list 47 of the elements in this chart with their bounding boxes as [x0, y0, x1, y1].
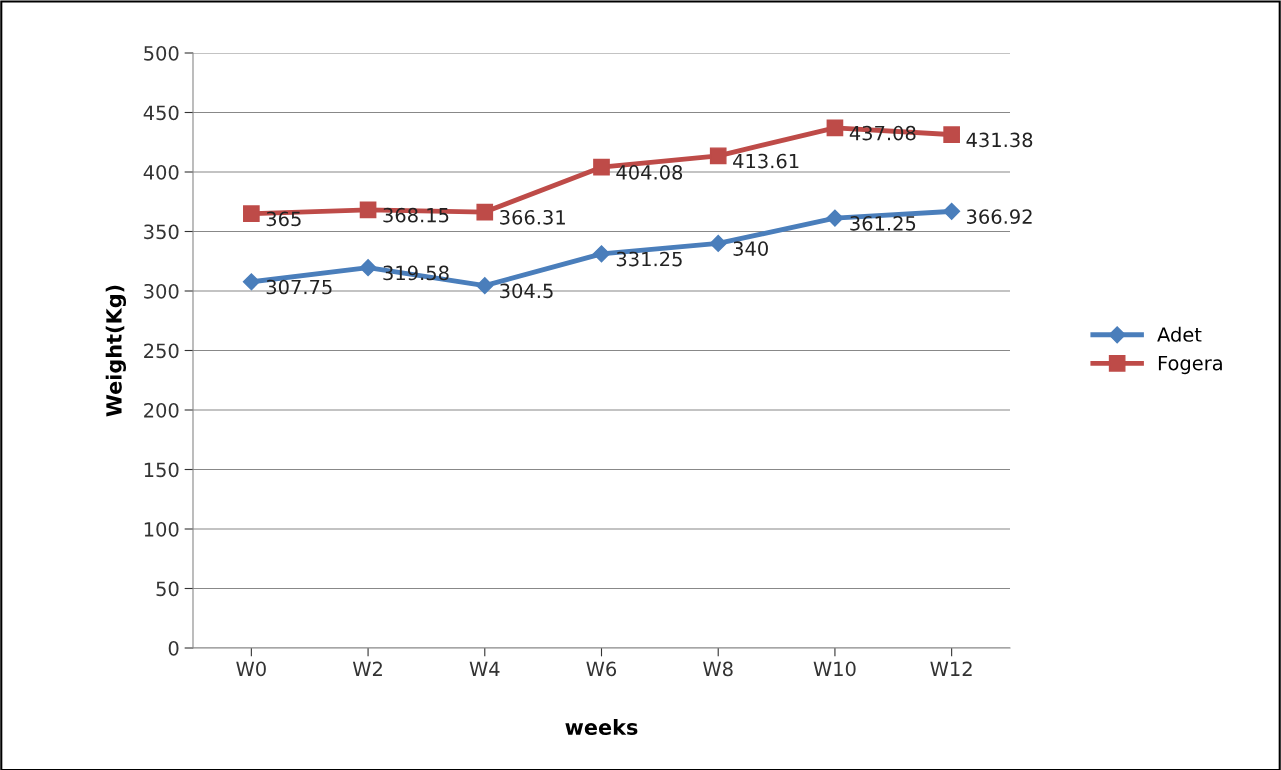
- data-label: 361.25: [850, 215, 916, 231]
- data-label: 365: [266, 211, 301, 227]
- point: [242, 273, 260, 291]
- point: [709, 234, 727, 252]
- x-tick-label: W0: [236, 661, 266, 677]
- data-label: 366.31: [500, 209, 565, 225]
- point: [359, 259, 377, 277]
- y-tick-label: 250: [144, 343, 179, 359]
- point: [826, 209, 844, 227]
- y-tick-label: 200: [144, 402, 179, 418]
- data-label: 304.5: [500, 283, 553, 299]
- x-tick-label: W2: [352, 661, 382, 676]
- data-label: 404.08: [616, 165, 683, 180]
- point: [359, 201, 377, 219]
- data-label: 366.92: [967, 209, 1032, 224]
- x-axis-title: weeks: [565, 718, 638, 736]
- x-tick-label: W12: [930, 661, 972, 676]
- x-tick-label: W6: [586, 661, 617, 677]
- point: [943, 202, 961, 220]
- legend-label: Fogera: [1158, 355, 1222, 375]
- x-tick-label: W10: [813, 661, 856, 677]
- point: [243, 205, 260, 222]
- y-tick-label: 50: [156, 581, 179, 597]
- y-axis-title: Weight(Kg): [105, 285, 127, 417]
- point: [476, 277, 494, 295]
- point: [476, 203, 494, 221]
- legend-label: Adet: [1157, 326, 1202, 342]
- y-tick-label: 350: [144, 224, 179, 240]
- y-tick-label: 300: [144, 283, 179, 299]
- data-label: 340: [733, 241, 768, 256]
- y-tick-label: 500: [144, 45, 179, 61]
- data-label: 331.25: [616, 251, 682, 267]
- point: [826, 119, 844, 137]
- data-label: 413.61: [733, 153, 799, 169]
- data-label: 431.38: [966, 132, 1033, 148]
- x-tick-label: W4: [469, 661, 500, 676]
- y-tick-label: 150: [144, 462, 179, 478]
- point: [709, 147, 727, 165]
- y-tick-label: 450: [143, 105, 179, 121]
- y-tick-label: 100: [144, 521, 179, 537]
- point: [593, 158, 610, 176]
- data-label: 307.75: [266, 279, 332, 295]
- y-tick-label: 400: [143, 164, 179, 180]
- point: [592, 245, 611, 263]
- point: [943, 126, 960, 143]
- x-tick-label: W8: [703, 661, 733, 677]
- y-tick-label: 0: [168, 640, 179, 656]
